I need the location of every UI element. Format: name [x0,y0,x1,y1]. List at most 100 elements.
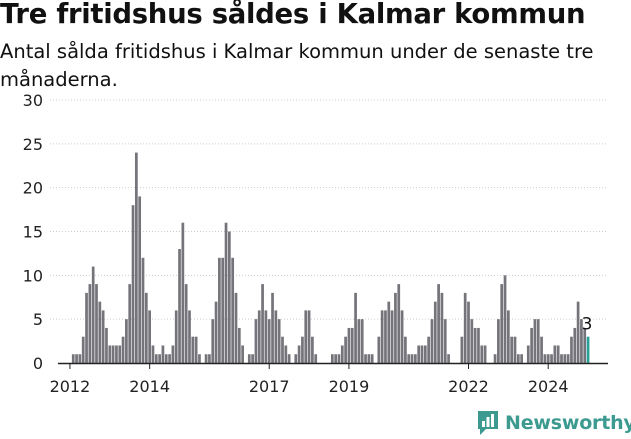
bar [347,327,351,363]
bar [556,345,560,363]
newsworthy-logo: Newsworthy [476,408,631,438]
bar [138,196,142,363]
bar [503,275,507,363]
bar [241,345,245,363]
bar [360,319,364,363]
bar [174,310,178,363]
bar [473,327,477,363]
bar [334,354,338,363]
bar [357,319,361,363]
bar [340,345,344,363]
bar [510,336,514,363]
bar [550,354,553,363]
bar [234,292,238,363]
brand-name: Newsworthy [505,412,631,434]
bar [128,284,132,363]
bar [437,284,440,363]
bar [181,222,185,363]
bar [297,345,301,363]
bar [506,310,510,363]
bar [108,345,112,363]
bar [161,345,165,363]
chart-title: Tre fritidshus såldes i Kalmar kommun [0,0,586,30]
bar [144,292,148,363]
bar [423,345,427,363]
bar [261,284,264,363]
bar [71,354,75,363]
bar [580,319,583,363]
bar [526,345,530,363]
bar [440,292,444,363]
bar [573,327,577,363]
chart-subtitle: Antal sålda fritidshus i Kalmar kommun u… [0,40,594,91]
bar [274,310,278,363]
bar [533,319,537,363]
bar [447,354,450,363]
bar [377,336,381,363]
bar [576,301,580,363]
bar [404,336,407,363]
bar [211,319,215,363]
bar [98,301,102,363]
bar [344,336,347,363]
bar [231,257,235,363]
bar [158,354,161,363]
bar [121,336,125,363]
bar [208,354,211,363]
bar [304,310,308,363]
bar [134,152,138,363]
y-tick-label: 30 [23,91,43,110]
bar [380,310,384,363]
bar [221,257,225,363]
bar [583,327,587,363]
y-tick-label: 5 [33,310,43,329]
bar [433,301,437,363]
bar [370,354,374,363]
bar [443,319,447,363]
bar [553,345,557,363]
bar [131,205,135,363]
bar [407,354,411,363]
bar [530,327,533,363]
bar [277,319,281,363]
bar [237,327,241,363]
bar [460,336,464,363]
bar [218,257,221,363]
bar [301,336,304,363]
bar [410,354,414,363]
bar [224,222,228,363]
bar [417,345,421,363]
bar [540,336,543,363]
bar [390,310,394,363]
bar [164,354,168,363]
bar [394,292,397,363]
bar [354,292,357,363]
y-tick-label: 0 [33,354,43,373]
bar [198,354,201,363]
bar [513,336,517,363]
bar [271,292,274,363]
bar [497,319,500,363]
bar [148,310,152,363]
bar [75,354,78,363]
bar [566,354,570,363]
bar [81,336,85,363]
bar [314,354,318,363]
bar [227,231,231,363]
y-tick-label: 25 [23,135,43,154]
bar [184,284,188,363]
bar [168,354,171,363]
highlight-data-label: 3 [582,315,593,335]
x-tick-label: 2014 [129,377,170,396]
bar [115,345,118,363]
bar [493,354,497,363]
bar [467,301,470,363]
y-tick-label: 15 [23,223,43,242]
bar [430,319,434,363]
bar [337,354,341,363]
bar [105,327,108,363]
bar [384,310,387,363]
bar [88,284,92,363]
bar [78,354,82,363]
y-tick-label: 10 [23,266,43,285]
